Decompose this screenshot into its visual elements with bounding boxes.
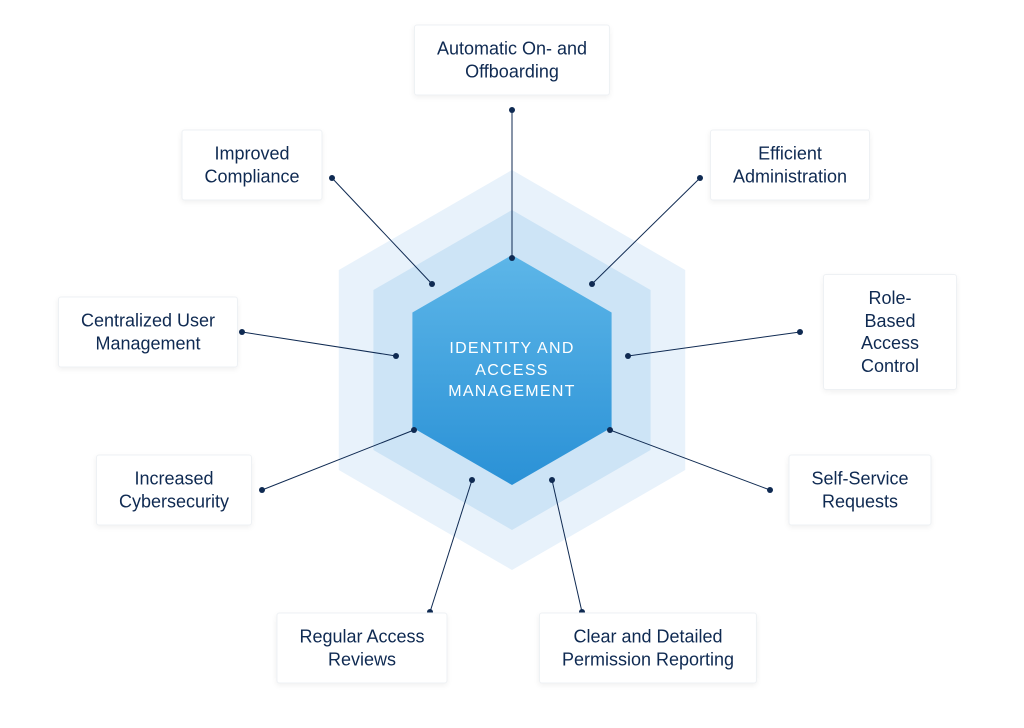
- node-efficient-admin: Efficient Administration: [710, 130, 870, 201]
- connector-dot-cybersecurity-0: [259, 487, 265, 493]
- connector-dot-automatic-onboarding-1: [509, 255, 515, 261]
- node-permission-reporting: Clear and Detailed Permission Reporting: [539, 613, 757, 684]
- connector-dot-permission-reporting-1: [549, 477, 555, 483]
- connector-dot-centralized-users-0: [239, 329, 245, 335]
- connector-dot-self-service-0: [767, 487, 773, 493]
- node-access-reviews: Regular Access Reviews: [276, 613, 447, 684]
- connector-dot-rbac-0: [797, 329, 803, 335]
- node-cybersecurity: Increased Cybersecurity: [96, 455, 252, 526]
- connector-dot-centralized-users-1: [393, 353, 399, 359]
- connector-dot-rbac-1: [625, 353, 631, 359]
- node-improved-compliance: Improved Compliance: [181, 130, 322, 201]
- node-self-service: Self-Service Requests: [788, 455, 931, 526]
- connector-dot-efficient-admin-1: [589, 281, 595, 287]
- diagram-canvas: IDENTITY AND ACCESS MANAGEMENT Automatic…: [0, 0, 1024, 728]
- connector-dot-efficient-admin-0: [697, 175, 703, 181]
- connector-dot-cybersecurity-1: [411, 427, 417, 433]
- connector-dot-automatic-onboarding-0: [509, 107, 515, 113]
- connector-dot-self-service-1: [607, 427, 613, 433]
- node-centralized-users: Centralized User Management: [58, 297, 238, 368]
- connector-dot-improved-compliance-1: [429, 281, 435, 287]
- connector-dot-improved-compliance-0: [329, 175, 335, 181]
- node-rbac: Role-Based Access Control: [823, 274, 957, 390]
- connector-dot-access-reviews-1: [469, 477, 475, 483]
- node-automatic-onboarding: Automatic On- and Offboarding: [414, 25, 610, 96]
